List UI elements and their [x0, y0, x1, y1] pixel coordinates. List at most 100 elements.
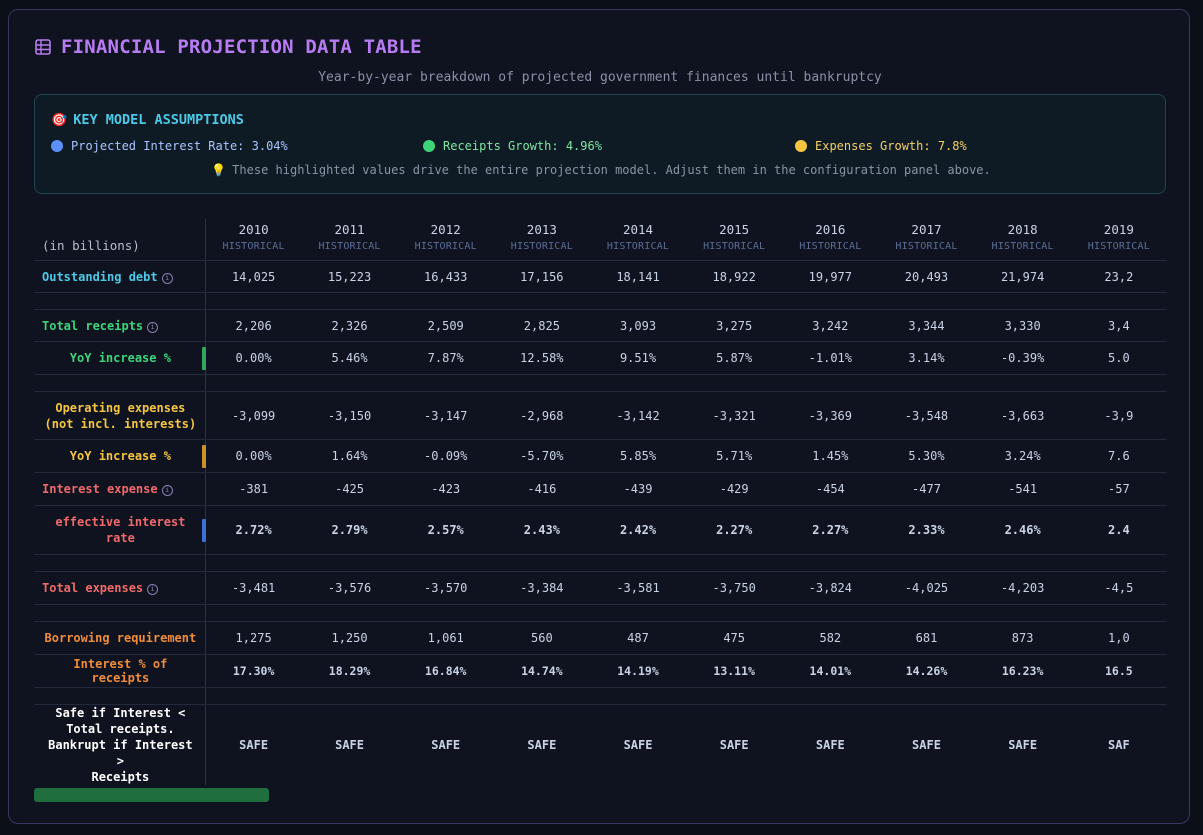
table-cell: 16,433 [397, 260, 494, 293]
table-cell: 12.58% [493, 341, 590, 375]
table-cell: -381 [205, 472, 302, 506]
row-interest-expense: Interest expense i -381 -425 -423 -416 -4… [34, 472, 1167, 506]
table-cell: 1,061 [397, 621, 494, 655]
table-cell: -425 [301, 472, 398, 506]
table-cell: 681 [878, 621, 975, 655]
year-header: 2013 HISTORICAL [493, 219, 590, 261]
year-header: 2012 HISTORICAL [397, 219, 494, 261]
table-cell: 873 [974, 621, 1071, 655]
row-opex-yoy: YoY increase % 0.00% 1.64% -0.09% -5.70%… [34, 439, 1167, 473]
table-cell: -3,321 [686, 391, 783, 440]
row-label-opex: Operating expenses (not incl. interests) [34, 391, 206, 440]
table-cell: 2.27% [686, 505, 783, 555]
horizontal-scrollbar-thumb[interactable] [34, 788, 269, 802]
status-badge: SAFE [912, 738, 941, 752]
table-cell: -3,548 [878, 391, 975, 440]
table-cell: -3,750 [686, 571, 783, 605]
table-cell: -3,9 [1070, 391, 1167, 440]
table-icon [35, 39, 51, 55]
row-marker [201, 445, 206, 468]
table-cell: -4,025 [878, 571, 975, 605]
table-cell: 2.57% [397, 505, 494, 555]
row-operating-expenses: Operating expenses (not incl. interests) … [34, 391, 1167, 440]
table-cell: -3,581 [589, 571, 687, 605]
table-cell: 13.11% [686, 654, 783, 688]
table-cell: 7.87% [397, 341, 494, 375]
row-label-opex-yoy: YoY increase % [34, 439, 206, 473]
spacer-row [34, 374, 1167, 392]
status-badge: SAFE [815, 738, 845, 752]
table-cell: 5.0 [1070, 341, 1167, 375]
year-header: 2014 HISTORICAL [589, 219, 687, 261]
row-outstanding-debt: Outstanding debt i 14,025 15,223 16,433 1… [34, 260, 1167, 293]
table-cell: 3,344 [878, 309, 975, 342]
row-label-total-expenses: Total expenses i [34, 571, 206, 605]
table-cell: 2.72% [205, 505, 302, 555]
table-cell: 2,825 [493, 309, 590, 342]
info-icon[interactable]: i [161, 485, 173, 496]
table-cell: 16.84% [397, 654, 494, 688]
row-label-receipts: Total receipts i [34, 309, 206, 342]
spacer-row [34, 292, 1167, 310]
page-title: FINANCIAL PROJECTION DATA TABLE [61, 36, 422, 58]
table-cell: 3.24% [974, 439, 1071, 473]
assumption-receipts-label: Receipts Growth: 4.96% [443, 139, 602, 153]
green-dot-icon [423, 140, 435, 152]
table-cell: 14.26% [878, 654, 975, 688]
table-cell: 0.00% [205, 341, 302, 375]
table-cell: 5.87% [686, 341, 783, 375]
table-cell: 475 [686, 621, 783, 655]
blue-dot-icon [51, 140, 63, 152]
table-cell: -0.09% [397, 439, 494, 473]
table-cell: -3,576 [301, 571, 398, 605]
status-badge: SAFE [431, 738, 461, 752]
table-cell: 20,493 [878, 260, 975, 293]
table-cell: 15,223 [301, 260, 398, 293]
assumptions-note: 💡 These highlighted values drive the enti… [35, 163, 1167, 177]
row-label-borrowing: Borrowing requirement [34, 621, 206, 655]
target-icon: 🎯 [51, 112, 68, 128]
table-cell: 19,977 [782, 260, 879, 293]
info-icon[interactable]: i [147, 584, 159, 595]
status-badge: SAFE [623, 738, 653, 752]
table-cell: 5.85% [589, 439, 687, 473]
table-cell: 0.00% [205, 439, 302, 473]
row-total-expenses: Total expenses i -3,481 -3,576 -3,570 -3,… [34, 571, 1167, 605]
year-header: 2017 HISTORICAL [878, 219, 975, 261]
projection-table: (in billions) 2010 HISTORICAL 2011 HISTORI… [34, 219, 1167, 785]
status-badge: SAFE [527, 738, 557, 752]
table-cell: 18.29% [301, 654, 398, 688]
info-icon[interactable]: i [147, 321, 159, 333]
table-cell: 3.14% [878, 341, 975, 375]
table-cell: 14.19% [589, 654, 687, 688]
table-cell: -416 [493, 472, 590, 506]
data-table-scroll-area[interactable]: (in billions) 2010 HISTORICAL 2011 HISTORI… [34, 219, 1167, 797]
row-marker [201, 347, 206, 370]
table-cell: -5.70% [493, 439, 590, 473]
projection-panel: FINANCIAL PROJECTION DATA TABLE Year-by-… [8, 9, 1190, 824]
assumptions-title-text: KEY MODEL ASSUMPTIONS [73, 112, 244, 128]
info-icon[interactable]: i [161, 272, 173, 284]
year-header: 2015 HISTORICAL [686, 219, 783, 261]
year-header: 2019 HISTORICAL [1070, 219, 1167, 261]
table-cell: 18,141 [589, 260, 687, 293]
table-cell: 7.6 [1070, 439, 1167, 473]
table-cell: 2.33% [878, 505, 975, 555]
row-marker [201, 519, 206, 542]
table-cell: 14.01% [782, 654, 879, 688]
year-header: 2011 HISTORICAL [301, 219, 398, 261]
table-cell: 18,922 [686, 260, 783, 293]
table-cell: -2,968 [493, 391, 590, 440]
table-cell: -423 [397, 472, 494, 506]
table-cell: 5.71% [686, 439, 783, 473]
table-cell: 2.4 [1070, 505, 1167, 555]
table-cell: -3,663 [974, 391, 1071, 440]
table-cell: 17.30% [205, 654, 302, 688]
row-label-receipts-yoy: YoY increase % [34, 341, 206, 375]
spacer-row [34, 687, 1167, 705]
table-cell: -4,203 [974, 571, 1071, 605]
row-label-interest: Interest expense i [34, 472, 206, 506]
status-badge: SAFE [335, 738, 364, 752]
table-cell: -3,570 [397, 571, 494, 605]
table-cell: 1.64% [301, 439, 398, 473]
